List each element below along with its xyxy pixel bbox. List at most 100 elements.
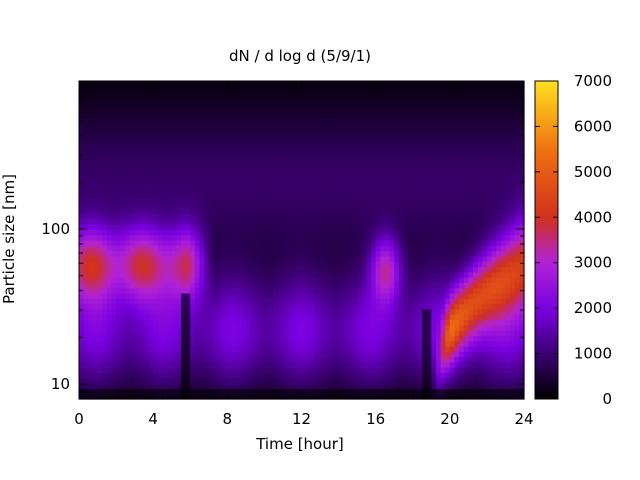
heatmap-cell xyxy=(343,340,349,347)
heatmap-cell xyxy=(412,293,418,299)
heatmap-cell xyxy=(176,319,182,326)
heatmap-cell xyxy=(398,139,405,146)
heatmap-cell xyxy=(357,266,363,273)
heatmap-cell xyxy=(431,171,437,177)
heatmap-cell xyxy=(329,261,335,268)
heatmap-cell xyxy=(162,340,168,347)
heatmap-cell xyxy=(227,165,233,172)
heatmap-cell xyxy=(190,367,196,374)
heatmap-cell xyxy=(153,91,159,98)
heatmap-cell xyxy=(176,287,182,294)
heatmap-cell xyxy=(426,112,432,119)
heatmap-cell xyxy=(264,102,270,109)
heatmap-cell xyxy=(116,245,122,252)
heatmap-cell xyxy=(129,176,136,183)
heatmap-cell xyxy=(171,213,177,220)
heatmap-cell xyxy=(125,261,131,268)
heatmap-cell xyxy=(347,314,354,321)
heatmap-cell xyxy=(269,393,275,400)
heatmap-cell xyxy=(333,271,340,278)
heatmap-cell xyxy=(213,393,219,400)
heatmap-cell xyxy=(403,118,409,124)
heatmap-cell xyxy=(241,351,247,358)
heatmap-cell xyxy=(320,287,326,294)
heatmap-cell xyxy=(236,308,242,315)
heatmap-cell xyxy=(116,134,122,140)
heatmap-cell xyxy=(259,298,266,305)
heatmap-cell xyxy=(139,314,145,321)
heatmap-cell xyxy=(361,388,367,395)
heatmap-cell xyxy=(204,96,210,103)
heatmap-cell xyxy=(88,176,94,183)
heatmap-cell xyxy=(227,176,233,183)
heatmap-cell xyxy=(329,277,335,283)
heatmap-cell xyxy=(352,298,358,305)
heatmap-cell xyxy=(185,123,191,130)
heatmap-cell xyxy=(296,308,303,315)
heatmap-cell xyxy=(278,282,284,289)
heatmap-cell xyxy=(394,208,400,215)
heatmap-cell xyxy=(231,282,238,289)
heatmap-cell xyxy=(264,308,270,315)
heatmap-cell xyxy=(139,181,145,188)
heatmap-cell xyxy=(310,134,317,140)
heatmap-cell xyxy=(204,112,210,119)
heatmap-cell xyxy=(394,335,400,342)
heatmap-cell xyxy=(449,134,456,140)
heatmap-cell xyxy=(120,96,126,103)
heatmap-cell xyxy=(129,213,136,220)
heatmap-cell xyxy=(296,102,303,109)
heatmap-cell xyxy=(463,324,469,331)
heatmap-cell xyxy=(171,192,177,199)
heatmap-cell xyxy=(306,335,312,342)
heatmap-cell xyxy=(394,213,400,220)
heatmap-cell xyxy=(222,293,228,299)
heatmap-cell xyxy=(273,123,279,130)
heatmap-cell xyxy=(361,171,367,177)
heatmap-cell xyxy=(143,149,150,156)
heatmap-cell xyxy=(269,155,275,162)
heatmap-cell xyxy=(120,160,126,167)
heatmap-cell xyxy=(204,377,210,384)
heatmap-cell xyxy=(111,377,117,384)
heatmap-cell xyxy=(352,229,358,236)
heatmap-cell xyxy=(213,335,219,342)
heatmap-cell xyxy=(106,255,113,262)
heatmap-cell xyxy=(139,139,145,146)
heatmap-cell xyxy=(259,266,266,273)
heatmap-cell xyxy=(435,165,442,172)
heatmap-cell xyxy=(459,234,465,241)
heatmap-cell xyxy=(213,314,219,321)
heatmap-cell xyxy=(79,255,85,262)
heatmap-cell xyxy=(296,234,303,241)
heatmap-cell xyxy=(278,298,284,305)
heatmap-cell xyxy=(250,218,256,225)
heatmap-cell xyxy=(231,213,238,220)
heatmap-cell xyxy=(343,314,349,321)
heatmap-cell xyxy=(88,134,94,140)
heatmap-cell xyxy=(171,372,177,379)
heatmap-cell xyxy=(315,91,321,98)
heatmap-cell xyxy=(222,298,228,305)
heatmap-cell xyxy=(148,303,154,310)
heatmap-cell xyxy=(180,202,187,209)
heatmap-cell xyxy=(440,340,446,347)
heatmap-cell xyxy=(324,192,330,199)
heatmap-cell xyxy=(236,361,242,368)
heatmap-cell xyxy=(88,324,94,331)
heatmap-cell xyxy=(241,277,247,283)
heatmap-cell xyxy=(199,319,205,326)
heatmap-cell xyxy=(241,96,247,103)
heatmap-cell xyxy=(287,171,293,177)
heatmap-cell xyxy=(412,224,418,230)
heatmap-cell xyxy=(167,266,173,273)
heatmap-cell xyxy=(371,213,377,220)
heatmap-cell xyxy=(324,213,330,220)
heatmap-cell xyxy=(227,266,233,273)
heatmap-cell xyxy=(241,165,247,172)
heatmap-cell xyxy=(320,250,326,257)
heatmap-cell xyxy=(79,160,85,167)
heatmap-cell xyxy=(120,123,126,130)
heatmap-cell xyxy=(185,351,191,358)
heatmap-cell xyxy=(213,229,219,236)
